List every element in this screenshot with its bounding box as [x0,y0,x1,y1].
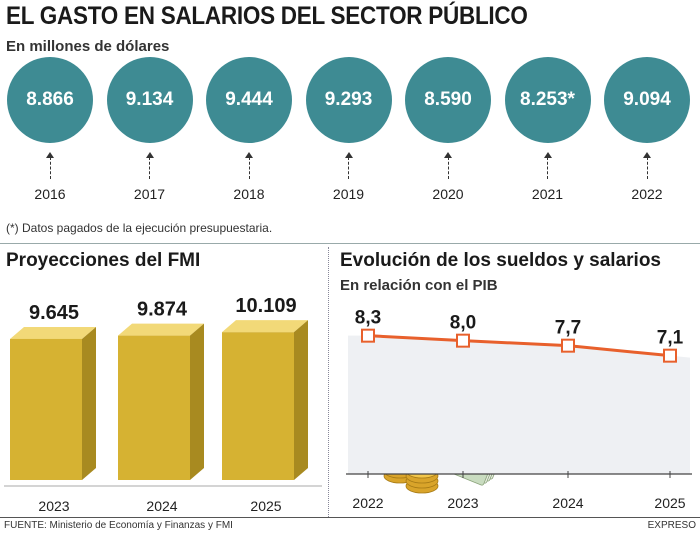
dashed-connector [248,157,250,179]
spending-circle-2019: 9.293 [305,57,392,143]
dashed-connector [447,157,449,179]
dashed-connector [348,157,349,179]
data-point-2024 [561,338,575,353]
bar-front-face [118,335,190,480]
data-label-2024: 7,7 [555,318,581,339]
main-title: EL GASTO EN SALARIOS DEL SECTOR PÚBLICO [6,2,528,30]
bar-top-face [222,320,308,333]
data-point-2025 [663,348,677,363]
salary-evolution-title: Evolución de los sueldos y salarios [340,250,661,271]
bar-top-face [10,326,96,339]
spending-circle-2021: 8.253* [504,57,591,143]
data-label-2022: 8,3 [355,308,381,329]
bar-side-face [190,323,204,480]
x-tick-label: 2022 [352,495,383,511]
year-label-2016: 2016 [34,186,66,202]
arrow-up-icon [145,152,154,158]
projection-bar-2023: 9.645 [10,302,96,480]
arrow-up-icon [344,152,353,158]
spending-circle-2017: 9.134 [106,57,193,143]
bar-value-label: 9.874 [137,299,188,321]
bar-top-face [118,323,204,336]
imf-projections-title: Proyecciones del FMI [6,250,201,271]
x-tick-label: 2024 [552,495,583,511]
divider-top [0,243,700,244]
bar-front-face [10,338,82,480]
spending-circle-2020: 8.590 [405,57,491,143]
arrow-up-icon [643,152,651,158]
salary-line [367,334,671,358]
spending-circle-2022: 9.094 [604,57,690,143]
footnote: (*) Datos pagados de la ejecución presup… [6,221,273,235]
brand-text: EXPRESO [647,520,696,531]
dashed-connector [149,157,150,179]
year-label-2022: 2022 [631,186,663,202]
year-label-2017: 2017 [133,186,166,202]
data-point-2023 [456,333,470,348]
arrow-up-icon [543,152,552,158]
year-label-2019: 2019 [332,186,365,202]
projection-bar-2024: 9.874 [118,299,204,480]
salary-evolution-subtitle: En relación con el PIB [340,277,498,294]
bar-value-label: 10.109 [235,295,296,317]
x-tick-label: 2025 [250,498,281,514]
x-tick-label: 2023 [447,495,478,511]
arrow-up-icon [46,152,54,158]
data-label-2023: 8,0 [450,313,476,334]
projection-bar-2025: 10.109 [222,295,308,480]
data-label-2025: 7,1 [657,328,684,349]
bar-side-face [82,326,96,480]
bar-front-face [222,332,294,480]
arrow-up-icon [444,152,452,158]
source-text: FUENTE: Ministerio de Economía y Finanza… [4,520,233,531]
x-tick-label: 2024 [146,498,177,514]
divider-vertical [328,247,329,517]
line-chart-background [348,335,690,474]
bar-value-label: 9.645 [29,302,79,324]
dashed-connector [646,157,648,179]
dashed-connector [49,157,51,179]
bar-side-face [294,320,308,480]
spending-circle-2018: 9.444 [206,57,292,143]
x-tick-label: 2023 [38,498,69,514]
year-label-2018: 2018 [233,186,265,202]
arrow-up-icon [245,152,253,158]
main-subtitle: En millones de dólares [6,38,170,55]
x-tick-label: 2025 [654,495,685,511]
year-label-2021: 2021 [531,186,564,202]
spending-circle-2016: 8.866 [7,57,93,143]
data-point-2022 [361,328,375,343]
dashed-connector [547,157,548,179]
imf-projections-chart: 9.645 2023 9.874 2024 10.109 2025 [4,295,322,514]
year-label-2020: 2020 [432,186,464,202]
divider-footer [0,517,700,518]
